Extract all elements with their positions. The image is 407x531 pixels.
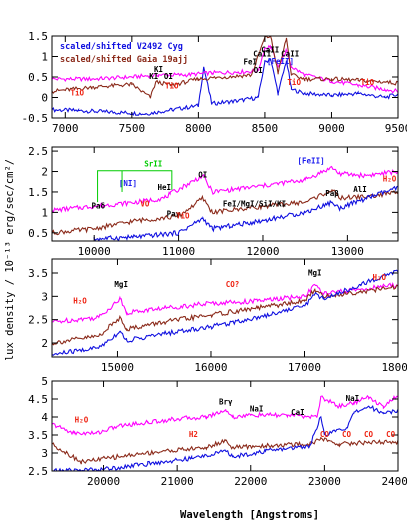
annotation-label: TiO	[287, 78, 301, 87]
annotation-label: H₂O	[73, 296, 87, 305]
annotation-label: OI	[164, 72, 173, 81]
x-tick-label: 23000	[308, 475, 341, 488]
y-tick-label: 3	[41, 290, 48, 303]
y-tick-label: 3.5	[28, 429, 48, 442]
annotation-label: H₂O	[373, 273, 387, 282]
x-tick-label: 17000	[288, 361, 321, 374]
y-tick-label: 2.5	[28, 465, 48, 478]
y-tick-label: 5	[41, 375, 48, 388]
annotation-label: TiO	[176, 212, 190, 221]
annotation-label: H₂O	[383, 175, 397, 184]
annotation-label: OI	[198, 171, 207, 180]
annotation-label: H2	[189, 430, 198, 439]
series-line-3-2	[52, 285, 398, 344]
y-tick-label: 0	[41, 92, 48, 105]
x-tick-label: 20000	[87, 475, 120, 488]
x-axis-label: Wavelength [Angstroms]	[180, 509, 319, 521]
x-tick-label: 9500	[385, 122, 407, 135]
annotation-label: Paβ	[325, 189, 339, 198]
y-tick-label: 2	[41, 337, 48, 350]
annotation-label: [FeII]	[298, 156, 325, 165]
x-tick-label: 12000	[246, 245, 279, 258]
y-tick-label: 3.5	[28, 267, 48, 280]
annotation-label: CO?	[226, 280, 240, 289]
y-tick-label: 1.5	[28, 186, 48, 199]
y-axis-label: Flux density / 10⁻¹³ erg/sec/cm²/A	[2, 160, 18, 360]
y-tick-label: 4	[41, 411, 48, 424]
annotation-label: TiO	[71, 88, 85, 97]
annotation-label: CO	[386, 430, 396, 439]
annotation-label: SrII	[144, 160, 162, 169]
annotation-label: CO	[320, 430, 330, 439]
y-tick-label: 2.5	[28, 145, 48, 158]
x-tick-label: 10000	[78, 245, 111, 258]
x-tick-label: 8500	[252, 122, 279, 135]
annotation-label: HeI	[157, 183, 171, 192]
y-tick-label: 0.5	[28, 227, 48, 240]
x-tick-label: 21000	[161, 475, 194, 488]
series-line-2-2	[52, 190, 398, 235]
annotation-label: CaI	[291, 408, 305, 417]
annotation-label: NaI	[346, 394, 360, 403]
annotation-label: MgI	[308, 268, 322, 277]
annotation-label: NaI	[250, 405, 264, 414]
annotation-label: CaII	[261, 45, 279, 54]
x-tick-label: 8000	[185, 122, 212, 135]
panel-4: 20000 21000 22000 23000 24000 2.5 3 3.5 4 4.5 5 Brγ…	[28, 375, 407, 488]
annotation-label: Brγ	[219, 397, 233, 406]
x-tick-label: 7000	[52, 122, 79, 135]
annotation-label: TiO	[165, 81, 179, 90]
y-tick-label: 3	[41, 447, 48, 460]
y-tick-label: 1	[41, 51, 48, 64]
annotation-label: CO	[342, 430, 352, 439]
annotation-label: [FeII]	[267, 57, 294, 66]
x-tick-label: 15000	[101, 361, 134, 374]
x-tick-label: 9000	[318, 122, 345, 135]
y-axis-label-text: Flux density / 10⁻¹³ erg/sec/cm²/A	[4, 160, 16, 360]
x-tick-label: 18000	[381, 361, 407, 374]
x-tick-label: 16000	[194, 361, 227, 374]
series-line-2-3	[94, 186, 398, 241]
annotation-label: AlI	[353, 185, 367, 194]
annotation-label: VO	[140, 199, 150, 208]
panel-frame	[52, 259, 398, 357]
annotation-label: Paδ	[92, 201, 106, 210]
y-tick-label: 0.5	[28, 71, 48, 84]
panel-1: 7000 7500 8000 8500 9000 9500 -0.5 0 0.5 1 1.5 scal…	[22, 30, 407, 135]
annotation-label: FeI/MgI/SiI/KI	[223, 199, 286, 208]
y-tick-label: 4.5	[28, 393, 48, 406]
y-tick-label: 1	[41, 206, 48, 219]
y-tick-label: 2	[41, 166, 48, 179]
x-tick-label: 13000	[331, 245, 364, 258]
annotation-label: OI	[254, 66, 263, 75]
y-tick-label: 1.5	[28, 30, 48, 43]
series-line-1-2	[52, 46, 398, 93]
annotation-label: H₂O	[75, 415, 89, 424]
y-tick-label: 2.5	[28, 314, 48, 327]
legend-entry: scaled/shifted Gaia 19ajj	[60, 54, 188, 65]
annotation-label: CO	[364, 430, 374, 439]
y-tick-label: -0.5	[22, 112, 49, 125]
annotation-label: TiO	[361, 78, 375, 87]
legend-entry: scaled/shifted V2492 Cyg	[60, 41, 183, 52]
x-tick-label: 22000	[234, 475, 267, 488]
x-tick-label: 7500	[119, 122, 146, 135]
x-tick-label: 11000	[162, 245, 195, 258]
panel-3: 15000 16000 17000 18000 2 2.5 3 3.5 MgI H₂O CO? MgI…	[28, 259, 407, 374]
annotation-label: MgI	[114, 280, 128, 289]
x-tick-label: 24000	[381, 475, 407, 488]
annotation-label: KI	[154, 65, 163, 74]
